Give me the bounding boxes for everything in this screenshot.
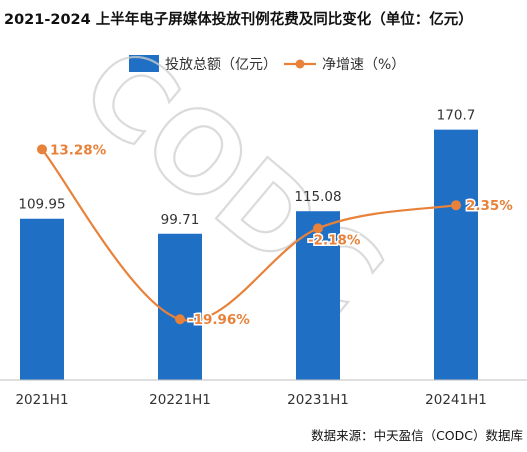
bar-value-label: 170.7	[437, 108, 476, 124]
legend: 投放总额（亿元） 净增速（%）	[129, 55, 405, 73]
x-tick-label: 2021H1	[15, 392, 68, 408]
growth-value-label: -19.96%	[188, 312, 250, 328]
growth-value-label: 2.35%	[466, 198, 513, 214]
bar	[20, 218, 64, 380]
growth-value-label: -2.18%	[308, 232, 361, 248]
chart-title: 2021-2024 上半年电子屏媒体投放刊例花费及同比变化（单位：亿元）	[4, 10, 473, 28]
growth-value-labels: 13.28% -19.96% -2.18% 2.35%	[49, 141, 515, 330]
bar-value-label: 115.08	[294, 189, 341, 205]
x-tick-label: 20231H1	[287, 392, 349, 408]
legend-bar-label: 投放总额（亿元）	[165, 57, 277, 73]
x-axis-tick-labels: 2021H1 20221H1 20231H1 20241H1	[15, 392, 486, 408]
legend-bar-swatch	[129, 55, 159, 72]
growth-value-label: 13.28%	[50, 142, 107, 158]
growth-point	[37, 144, 47, 155]
bar	[296, 211, 340, 380]
source-note: 数据来源：中天盈信（CODC）数据库	[311, 428, 523, 443]
growth-point	[451, 200, 461, 211]
legend-line-marker	[295, 59, 305, 69]
growth-line	[41, 148, 457, 322]
legend-line-label: 净增速（%）	[322, 57, 405, 73]
growth-points	[37, 144, 461, 325]
x-tick-label: 20221H1	[149, 392, 211, 408]
x-tick-label: 20241H1	[425, 392, 487, 408]
bar-series	[20, 129, 478, 380]
bar-value-label: 109.95	[18, 197, 65, 213]
bar-value-label: 99.71	[161, 212, 200, 228]
bar-value-labels: 109.95 99.71 115.08 170.7	[18, 108, 475, 228]
bar	[434, 129, 478, 380]
bar	[158, 233, 202, 380]
growth-point	[175, 314, 185, 325]
growth-point	[313, 223, 323, 234]
